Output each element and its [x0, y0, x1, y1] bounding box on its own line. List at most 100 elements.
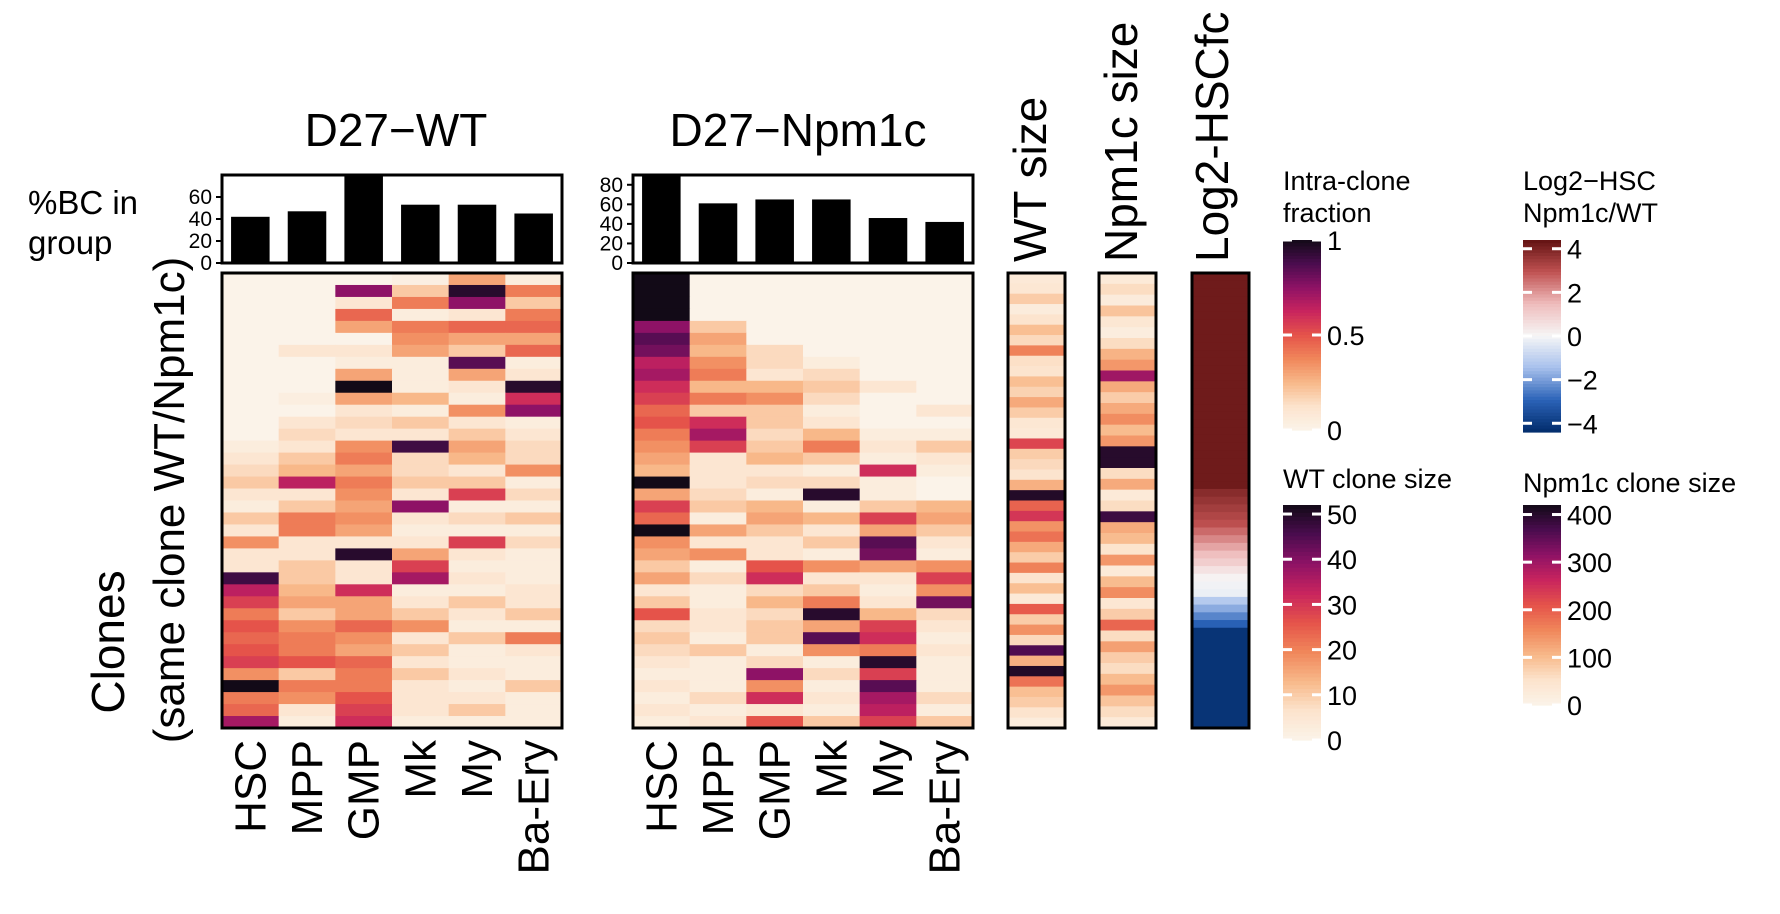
npm1c-cell — [916, 428, 974, 442]
wt-cell — [505, 644, 563, 657]
log2-cell — [1192, 280, 1249, 290]
npm1c-cell — [633, 356, 691, 370]
npm1c-cell — [916, 572, 974, 585]
wt-cell — [505, 368, 563, 382]
npm1c-cell — [746, 500, 804, 514]
npm1c-cell — [859, 344, 917, 358]
wt-cell — [448, 632, 506, 645]
legend-wt-size-gradient-step — [1283, 540, 1321, 545]
wt-cell — [505, 488, 563, 502]
legend-frac-gradient-step — [1283, 363, 1321, 368]
npm1c-cell — [633, 572, 691, 585]
npm1c-cell — [689, 500, 747, 514]
wt-cell — [335, 308, 393, 322]
wt-size-cell — [1008, 479, 1065, 491]
x-labels-wt: HSC MPP GMP Mk My Ba-Ery — [226, 739, 558, 874]
legend-npm1c-size-gradient-step — [1523, 665, 1561, 669]
wt-cell — [505, 704, 563, 717]
npm1c-cell — [803, 704, 861, 717]
legend-frac-gradient-step — [1283, 373, 1321, 377]
legend-wt-size-tick-label: 30 — [1327, 590, 1357, 620]
wt-cell — [222, 344, 280, 358]
legend-log2-gradient-step — [1523, 345, 1561, 350]
legend-wt-size-gradient-step — [1283, 720, 1321, 725]
wt-cell — [505, 632, 563, 645]
legend-frac-gradient-step — [1283, 255, 1321, 260]
npm1c-cell — [689, 464, 747, 478]
npm1c-cell — [746, 392, 804, 406]
npm1c-cell — [633, 608, 691, 621]
wt-cell — [335, 572, 393, 585]
log2-cell — [1192, 704, 1249, 714]
legend-npm1c-size-gradient-step — [1523, 678, 1561, 683]
legend-npm1c-size-tick-label: 300 — [1567, 548, 1612, 578]
log2-cell — [1192, 542, 1249, 552]
wt-cell — [278, 680, 336, 693]
npm1c-cell — [859, 368, 917, 382]
npm1c-cell — [633, 668, 691, 681]
npm1c-frame — [631, 173, 975, 265]
npm1c-cell — [803, 596, 861, 609]
legend-wt-size-gradient-step — [1283, 614, 1321, 620]
log2-cell — [1192, 465, 1249, 475]
legend-npm1c-size-title-line1: Npm1c clone size — [1523, 468, 1736, 498]
legend-npm1c-size-gradient-step — [1523, 611, 1561, 616]
wt-cell — [222, 572, 280, 585]
npm1c-cell — [859, 380, 917, 394]
legend-npm1c-size-gradient-step — [1523, 618, 1561, 623]
npm1c-xlabel-ba-ery: Ba-Ery — [921, 740, 970, 874]
legend-frac-gradient-step — [1283, 404, 1321, 409]
wt-cell — [392, 560, 450, 573]
npm1c-cell — [916, 404, 974, 418]
legend-npm1c-size-gradient-step — [1523, 558, 1561, 563]
wt-size-cell — [1008, 624, 1065, 636]
npm1c-cell — [746, 632, 804, 645]
log2-cell — [1192, 697, 1249, 706]
wt-cell — [448, 368, 506, 382]
wt-cell — [278, 560, 336, 573]
wt-cell — [335, 320, 393, 334]
legend-npm1c-size-gradient-step — [1523, 631, 1561, 636]
wt-cell — [448, 560, 506, 573]
npm1c-cell — [803, 440, 861, 454]
legend-log2-gradient-step — [1523, 288, 1561, 292]
wt-cell — [448, 428, 506, 442]
wt-cell — [335, 620, 393, 633]
log2-cell — [1192, 350, 1249, 359]
npm1c-size-frame — [1097, 271, 1158, 730]
legend-npm1c-size-gradient-step — [1523, 698, 1561, 703]
wt-size-cell — [1008, 541, 1065, 553]
log2-cell — [1192, 504, 1249, 513]
npm1c-cell — [689, 536, 747, 549]
log2-cell — [1192, 627, 1249, 637]
wt-cell — [448, 536, 506, 549]
wt-cell — [448, 512, 506, 526]
legend-log2-gradient-step — [1523, 336, 1561, 340]
npm1c-cell — [689, 428, 747, 442]
wt-cell — [448, 284, 506, 298]
npm1c-cell — [916, 476, 974, 490]
legend-frac-gradient-step — [1283, 354, 1321, 358]
npm1c-bar-ba-ery — [925, 221, 964, 263]
npm1c-cell — [633, 380, 691, 394]
wt-cell — [335, 512, 393, 526]
npm1c-cell — [859, 548, 917, 561]
wt-size-cell — [1008, 304, 1065, 315]
npm1c-cell — [859, 488, 917, 502]
npm1c-cell — [689, 332, 747, 346]
wt-cell — [278, 536, 336, 549]
legend-log2-gradient-step — [1523, 406, 1561, 411]
wt-cell — [392, 608, 450, 621]
npm1c-cell — [859, 680, 917, 693]
legend-log2-gradient-step — [1523, 390, 1561, 395]
legend-wt-size-gradient-step — [1283, 524, 1321, 530]
wt-cell — [222, 608, 280, 621]
wt-cell — [448, 464, 506, 478]
npm1c-cell — [689, 320, 747, 334]
npm1c-cell — [916, 308, 974, 322]
legend-npm1c-size-gradient-step — [1523, 528, 1561, 533]
log2-cell — [1192, 612, 1249, 621]
legend-npm1c-size-gradient-step — [1523, 615, 1561, 619]
legend-frac-gradient-step — [1283, 265, 1321, 270]
